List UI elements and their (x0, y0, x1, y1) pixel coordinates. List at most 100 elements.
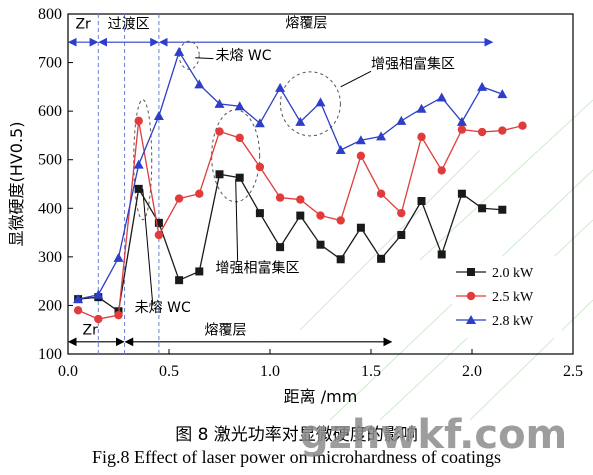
data-point (436, 92, 447, 102)
series-line (77, 50, 503, 300)
x-tick-label: 1.5 (361, 363, 381, 380)
legend-marker (466, 291, 476, 301)
y-tick-label: 500 (38, 152, 62, 169)
ellipse-unmelted-wc-bottom (133, 99, 153, 221)
x-tick-label: 2.0 (462, 363, 482, 380)
data-point (316, 211, 325, 220)
series-1 (73, 116, 527, 324)
data-point (296, 211, 305, 220)
data-point (336, 255, 345, 264)
x-tick-label: 0.5 (159, 363, 179, 380)
data-point (255, 162, 265, 172)
pointer-unmelted-wc-top (195, 57, 214, 60)
data-point (295, 116, 306, 126)
data-point (437, 166, 446, 175)
label-zr-bottom: Zr (83, 323, 99, 339)
data-point (518, 121, 527, 130)
data-point (376, 189, 386, 198)
data-point (498, 205, 507, 214)
pointer-unmelted-wc-bottom (142, 188, 154, 306)
label-enriched-zone-top: 增强相富集区 (371, 55, 455, 72)
y-axis-label: 显微硬度(HV0.5) (7, 122, 26, 247)
data-point (477, 127, 487, 137)
label-enriched-zone-bottom: 增强相富集区 (215, 259, 299, 276)
data-point (275, 82, 286, 92)
data-point (396, 115, 407, 125)
data-point (93, 289, 104, 299)
data-point (73, 306, 83, 315)
x-tick-label: 2.5 (563, 363, 583, 380)
data-point (235, 133, 244, 143)
data-point (276, 243, 285, 252)
grid-line (299, 149, 481, 331)
data-point (456, 116, 467, 126)
data-point (316, 240, 325, 249)
label-zr-top: Zr (75, 17, 91, 33)
data-point (73, 294, 84, 304)
caption-chinese: 图 8 激光功率对显微硬度的影响 (175, 425, 418, 445)
data-point (397, 208, 406, 218)
y-tick-label: 700 (38, 55, 62, 72)
legend-label: 2.8 kW (492, 314, 534, 329)
data-point (134, 184, 143, 193)
data-point (457, 189, 466, 198)
pointer-enriched-top (340, 70, 372, 88)
legend-marker (466, 315, 476, 324)
label-cladding-bottom: 熔覆层 (205, 323, 247, 339)
x-tick-label: 0.0 (58, 363, 78, 380)
legend-marker (467, 268, 475, 276)
data-point (174, 46, 185, 56)
data-point (296, 195, 305, 204)
hardness-chart: 0.0 0.5 1.0 1.5 2.0 2.5 100 200 300 400 500 600 700 8… (7, 6, 593, 420)
data-point (175, 276, 184, 285)
data-point (315, 97, 326, 107)
data-point (255, 209, 264, 218)
data-point (215, 170, 224, 179)
y-tick-label: 600 (38, 103, 62, 120)
data-point (114, 310, 123, 320)
y-tick-label: 400 (38, 200, 62, 217)
pointer-enriched-bottom (235, 179, 239, 262)
data-point (397, 231, 406, 239)
data-point (457, 125, 467, 134)
series-0 (74, 170, 507, 316)
y-tick-label: 800 (38, 6, 62, 23)
plot-frame (67, 13, 574, 355)
label-unmelted-wc-top: 未熔 WC (215, 48, 271, 64)
data-point (254, 118, 265, 128)
y-tick-label: 300 (38, 249, 62, 266)
grid-line (419, 99, 593, 261)
legend-label: 2.0 kW (492, 266, 534, 281)
data-point (154, 230, 164, 240)
data-point (215, 127, 224, 136)
data-point (214, 98, 225, 108)
data-point (356, 223, 365, 232)
data-point (133, 159, 144, 169)
data-point (377, 254, 386, 263)
data-point (195, 267, 204, 276)
series-line (78, 173, 503, 313)
label-cladding-top: 熔覆层 (285, 16, 327, 32)
data-point (417, 132, 426, 142)
watermark: gzhwkf.com (300, 412, 568, 458)
legend-label: 2.5 kW (492, 290, 534, 305)
x-axis-label: 距离 /mm (284, 387, 358, 406)
data-point (416, 103, 427, 113)
data-point (153, 111, 164, 120)
axis-ticks: 0.0 0.5 1.0 1.5 2.0 2.5 100 200 300 400 500 600 700 8… (38, 6, 583, 380)
ellipse-enriched-top (279, 71, 341, 137)
data-point (134, 116, 143, 126)
data-point (195, 189, 204, 198)
region-arrows (67, 37, 494, 347)
data-point (234, 101, 245, 111)
label-unmelted-wc-bottom: 未熔 WC (135, 300, 191, 316)
data-point (235, 173, 244, 182)
y-tick-label: 100 (38, 346, 62, 363)
series-layer (73, 46, 527, 324)
data-point (174, 194, 184, 203)
legend: 2.0 kW 2.5 kW 2.8 kW (452, 256, 562, 338)
data-point (356, 151, 366, 161)
data-point (94, 314, 103, 324)
data-point (417, 197, 426, 205)
label-transition-zone: 过渡区 (108, 17, 150, 33)
